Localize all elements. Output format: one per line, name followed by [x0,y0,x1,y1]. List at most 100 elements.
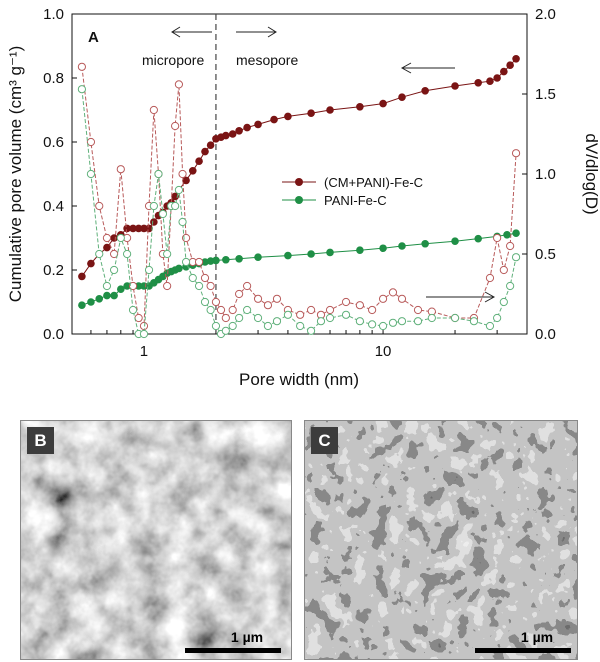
data-point [413,305,423,315]
data-point [325,313,335,323]
data-point [316,317,326,326]
data-point [103,291,111,300]
data-point [378,294,388,303]
data-point [235,313,244,323]
data-point [243,305,252,315]
y-axis-label: Cumulative pore volume (cm³ g⁻¹) [6,46,25,303]
data-point [206,305,215,315]
data-point [397,317,407,326]
data-point [158,209,168,219]
y-right-tick-label: 1.5 [535,86,556,103]
data-point [368,320,377,329]
data-point [388,318,398,327]
data-point [123,224,131,233]
data-point [355,317,364,326]
data-point [194,257,204,267]
data-point [116,233,125,243]
data-point [378,321,388,331]
legend-entry-cm-pani: (CM+PANI)-Fe-C [282,175,423,190]
scale-label-b: 1 µm [230,629,264,645]
pore-distribution-chart: 0.0 0.2 0.4 0.6 0.8 1.0 0.0 0.5 1.0 1.5 2.0 1 10 A m… [6,6,600,389]
data-point [451,82,459,90]
legend-marker-cm-pani [295,178,303,186]
series-pani-psd [77,85,521,339]
data-point [499,297,508,307]
data-point [388,288,398,297]
data-point [307,109,315,117]
data-point [201,258,209,266]
data-point [306,305,316,315]
data-point [163,281,172,291]
data-point [200,273,210,283]
series-cm-pani-cumulative [78,55,520,281]
data-point [110,291,118,300]
data-point [212,256,220,265]
data-point [355,301,364,310]
y-tick-label: 0.8 [43,70,64,87]
data-point [181,257,191,267]
data-point [102,233,112,243]
data-point [87,298,95,306]
data-point [427,313,436,323]
data-point [154,169,163,179]
data-point [149,105,158,115]
data-point [128,305,138,315]
data-point [253,313,263,323]
data-point [171,201,180,211]
data-point [188,167,197,175]
data-point [326,248,334,257]
data-point [397,294,407,303]
data-point [326,106,334,114]
data-point [174,185,184,195]
y-right-tick-label: 0.5 [535,246,556,263]
data-point [499,265,508,275]
data-point [174,80,184,89]
sem-image-c [305,421,577,659]
data-point [102,281,112,291]
data-point [144,265,154,275]
data-point [341,310,351,319]
data-point [485,273,495,283]
left-axis-arrow [400,62,455,74]
data-point [469,317,479,326]
panel-a-label: A [88,29,99,46]
data-point [254,120,262,129]
legend: (CM+PANI)-Fe-C PANI-Fe-C [282,175,423,208]
data-point [450,313,460,323]
data-point [493,74,501,82]
panel-b-label: B [27,427,54,454]
data-point [201,147,209,156]
data-point [228,130,237,138]
micropore-label: micropore [142,52,204,68]
x-tick-label: 1 [140,343,148,360]
data-point [379,99,387,108]
data-point [500,67,508,76]
data-point [134,282,143,290]
data-point [398,93,406,101]
scale-bar-b [185,648,281,653]
data-point [307,250,315,258]
legend-marker-pani [295,196,303,204]
panel-c-label: C [311,427,338,454]
data-point [77,62,86,71]
data-point [474,234,482,243]
data-point [128,281,138,291]
data-point [95,249,104,259]
data-point [284,251,292,260]
data-point [200,297,210,307]
data-point [116,165,125,174]
data-point [110,234,118,242]
y-tick-label: 0.2 [43,262,64,279]
data-point [306,326,316,335]
data-point [211,297,221,307]
mesopore-label: mesopore [236,52,298,68]
data-point [421,87,429,95]
data-point [296,321,305,331]
data-point [379,244,387,253]
data-point [356,246,364,254]
x-tick-label: 10 [375,343,392,360]
data-point [503,231,511,239]
y-tick-label: 1.0 [43,6,64,23]
data-point [398,242,406,250]
data-point [506,281,515,291]
